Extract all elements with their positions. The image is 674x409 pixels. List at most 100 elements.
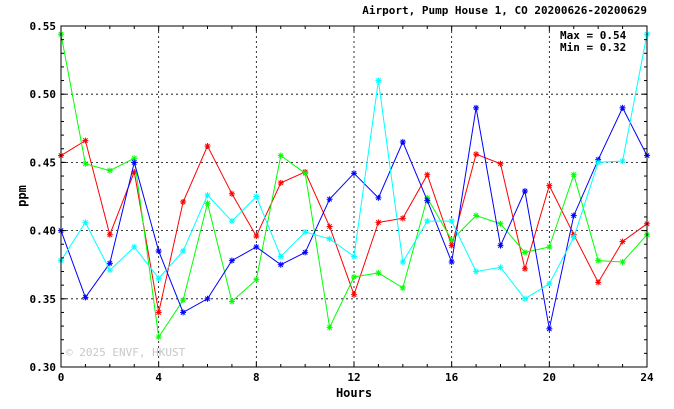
data-point — [351, 170, 357, 177]
data-point — [473, 268, 480, 275]
data-point — [351, 253, 357, 260]
series-1 — [58, 137, 650, 316]
data-point — [473, 151, 480, 158]
data-point — [497, 242, 504, 249]
data-point — [204, 143, 211, 150]
data-point — [351, 291, 357, 298]
data-point — [473, 212, 480, 219]
data-point — [619, 158, 626, 165]
data-point — [497, 264, 504, 271]
data-point — [155, 275, 162, 282]
data-point — [155, 248, 162, 255]
x-tick-label: 12 — [347, 371, 360, 384]
data-point — [497, 160, 504, 167]
data-point — [399, 215, 406, 222]
data-point — [82, 219, 89, 226]
y-tick-label: 0.35 — [30, 293, 57, 306]
chart-title: Airport, Pump House 1, CO 20200626-20200… — [362, 4, 647, 17]
data-point — [204, 192, 211, 199]
data-point — [253, 233, 260, 240]
data-point — [351, 273, 357, 280]
grid-lines — [61, 26, 647, 367]
x-tick-label: 16 — [445, 371, 459, 384]
data-point — [155, 333, 162, 340]
data-point — [302, 228, 309, 235]
data-point — [473, 104, 480, 111]
data-point — [497, 220, 504, 227]
data-point — [228, 257, 235, 264]
data-point — [82, 294, 89, 301]
data-point — [546, 182, 553, 189]
data-point — [228, 190, 235, 197]
data-point — [448, 237, 455, 244]
max-stat: Max = 0.54 — [560, 29, 627, 42]
data-point — [399, 138, 406, 145]
data-point — [228, 298, 235, 305]
data-point — [106, 260, 113, 267]
data-point — [619, 258, 626, 265]
data-point — [106, 167, 113, 174]
data-point — [180, 309, 187, 316]
data-point — [326, 196, 333, 203]
data-point — [277, 179, 284, 186]
data-point — [302, 170, 309, 177]
x-tick-label: 20 — [543, 371, 556, 384]
data-point — [448, 242, 455, 249]
series-4 — [58, 31, 650, 302]
y-axis-label: ppm — [15, 185, 29, 207]
data-point — [521, 265, 528, 272]
data-point — [521, 188, 528, 195]
series-3 — [58, 104, 650, 332]
data-point — [277, 253, 284, 260]
data-point — [521, 295, 528, 302]
data-point — [424, 197, 431, 204]
data-point — [375, 269, 382, 276]
data-point — [375, 219, 382, 226]
watermark: © 2025 ENVF, HKUST — [66, 346, 186, 359]
data-point — [570, 212, 577, 219]
y-tick-label: 0.45 — [30, 156, 57, 169]
data-point — [326, 223, 333, 230]
data-point — [375, 194, 382, 201]
data-point — [546, 325, 553, 332]
data-point — [326, 324, 333, 331]
x-tick-label: 0 — [58, 371, 65, 384]
y-tick-label: 0.30 — [30, 361, 57, 374]
data-point — [595, 257, 602, 264]
data-point — [619, 104, 626, 111]
data-point — [570, 171, 577, 178]
data-point — [204, 200, 211, 207]
data-point — [546, 280, 553, 287]
data-point — [106, 231, 113, 238]
data-point — [595, 159, 602, 166]
data-point — [448, 258, 455, 265]
data-point — [253, 276, 260, 283]
data-point — [131, 159, 138, 166]
data-point — [131, 243, 138, 250]
data-point — [424, 218, 431, 225]
data-point — [375, 77, 382, 84]
data-point — [302, 249, 309, 256]
data-point — [399, 258, 406, 265]
x-tick-label: 4 — [155, 371, 162, 384]
tick-layer: 0 4 8 12 16 20 24 0.30 0.35 0.40 0.45 0.50 0.55 — [30, 20, 654, 384]
data-point — [595, 279, 602, 286]
data-point — [521, 249, 528, 256]
data-point — [277, 152, 284, 159]
data-point — [180, 297, 187, 304]
min-stat: Min = 0.32 — [560, 41, 626, 54]
data-point — [82, 137, 89, 144]
x-tick-label: 24 — [640, 371, 654, 384]
data-point — [155, 309, 162, 316]
data-point — [82, 160, 89, 167]
data-point — [277, 261, 284, 268]
series-layer — [58, 31, 650, 340]
data-point — [106, 267, 113, 274]
data-point — [253, 193, 260, 200]
x-tick-label: 8 — [253, 371, 260, 384]
y-tick-label: 0.50 — [30, 88, 57, 101]
data-point — [180, 198, 187, 205]
y-tick-label: 0.55 — [30, 20, 57, 33]
data-point — [326, 235, 333, 242]
